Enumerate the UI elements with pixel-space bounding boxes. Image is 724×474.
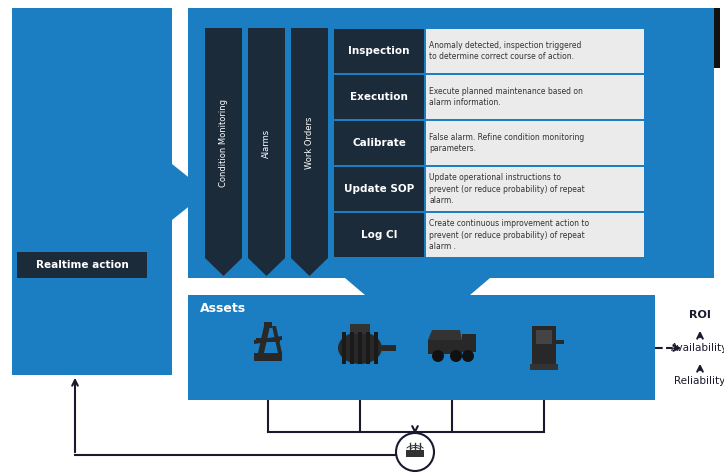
FancyBboxPatch shape xyxy=(426,29,644,73)
FancyBboxPatch shape xyxy=(714,8,720,68)
Text: Realtime action: Realtime action xyxy=(35,260,128,270)
Polygon shape xyxy=(291,258,328,276)
Text: Anomaly detected, inspection triggered
to determine correct course of action.: Anomaly detected, inspection triggered t… xyxy=(429,41,581,61)
Polygon shape xyxy=(205,258,242,276)
FancyBboxPatch shape xyxy=(205,28,242,258)
FancyBboxPatch shape xyxy=(248,28,285,258)
FancyBboxPatch shape xyxy=(334,213,424,257)
FancyBboxPatch shape xyxy=(350,332,354,364)
FancyBboxPatch shape xyxy=(406,450,424,457)
Circle shape xyxy=(396,433,434,471)
FancyBboxPatch shape xyxy=(291,28,328,258)
FancyBboxPatch shape xyxy=(17,252,147,278)
FancyBboxPatch shape xyxy=(426,167,644,211)
FancyBboxPatch shape xyxy=(532,326,556,366)
Text: Condition Monitoring: Condition Monitoring xyxy=(219,99,228,187)
FancyBboxPatch shape xyxy=(428,340,462,354)
Polygon shape xyxy=(12,8,207,375)
Polygon shape xyxy=(345,278,490,295)
Text: Create continuous improvement action to
prevent (or reduce probability) of repea: Create continuous improvement action to … xyxy=(429,219,589,251)
FancyBboxPatch shape xyxy=(374,332,378,364)
Text: Inspection: Inspection xyxy=(348,46,410,56)
FancyBboxPatch shape xyxy=(334,121,424,165)
Text: Work Orders: Work Orders xyxy=(305,117,314,169)
FancyBboxPatch shape xyxy=(382,345,396,351)
FancyBboxPatch shape xyxy=(350,324,370,334)
Polygon shape xyxy=(428,330,462,340)
Text: Execute planned maintenance based on
alarm information.: Execute planned maintenance based on ala… xyxy=(429,87,583,107)
Polygon shape xyxy=(258,326,270,353)
FancyBboxPatch shape xyxy=(188,295,655,400)
Text: False alarm. Refine condition monitoring
parameters.: False alarm. Refine condition monitoring… xyxy=(429,133,584,153)
Text: Calibrate: Calibrate xyxy=(352,138,406,148)
FancyBboxPatch shape xyxy=(462,334,476,352)
Ellipse shape xyxy=(338,332,382,364)
FancyBboxPatch shape xyxy=(334,75,424,119)
Text: Assets: Assets xyxy=(200,301,246,315)
FancyBboxPatch shape xyxy=(556,340,564,344)
Circle shape xyxy=(450,350,462,362)
FancyBboxPatch shape xyxy=(188,8,714,278)
FancyBboxPatch shape xyxy=(334,29,424,73)
Polygon shape xyxy=(272,326,282,353)
FancyBboxPatch shape xyxy=(530,364,558,370)
FancyBboxPatch shape xyxy=(264,322,272,328)
Circle shape xyxy=(462,350,474,362)
FancyBboxPatch shape xyxy=(366,332,370,364)
FancyBboxPatch shape xyxy=(256,338,280,342)
FancyBboxPatch shape xyxy=(254,353,282,361)
Polygon shape xyxy=(248,258,285,276)
Circle shape xyxy=(432,350,444,362)
Text: Reliability: Reliability xyxy=(674,376,724,386)
FancyBboxPatch shape xyxy=(342,332,346,364)
FancyBboxPatch shape xyxy=(536,330,552,344)
Text: Update SOP: Update SOP xyxy=(344,184,414,194)
Text: Alarms: Alarms xyxy=(262,128,271,157)
Text: Execution: Execution xyxy=(350,92,408,102)
Polygon shape xyxy=(254,336,282,344)
Text: Log CI: Log CI xyxy=(361,230,397,240)
FancyBboxPatch shape xyxy=(426,75,644,119)
FancyBboxPatch shape xyxy=(426,121,644,165)
FancyBboxPatch shape xyxy=(358,332,362,364)
Text: Availability: Availability xyxy=(671,343,724,353)
FancyBboxPatch shape xyxy=(426,213,644,257)
Text: Update operational instructions to
prevent (or reduce probability) of repeat
ala: Update operational instructions to preve… xyxy=(429,173,585,205)
Text: ROI: ROI xyxy=(689,310,711,320)
FancyBboxPatch shape xyxy=(334,167,424,211)
